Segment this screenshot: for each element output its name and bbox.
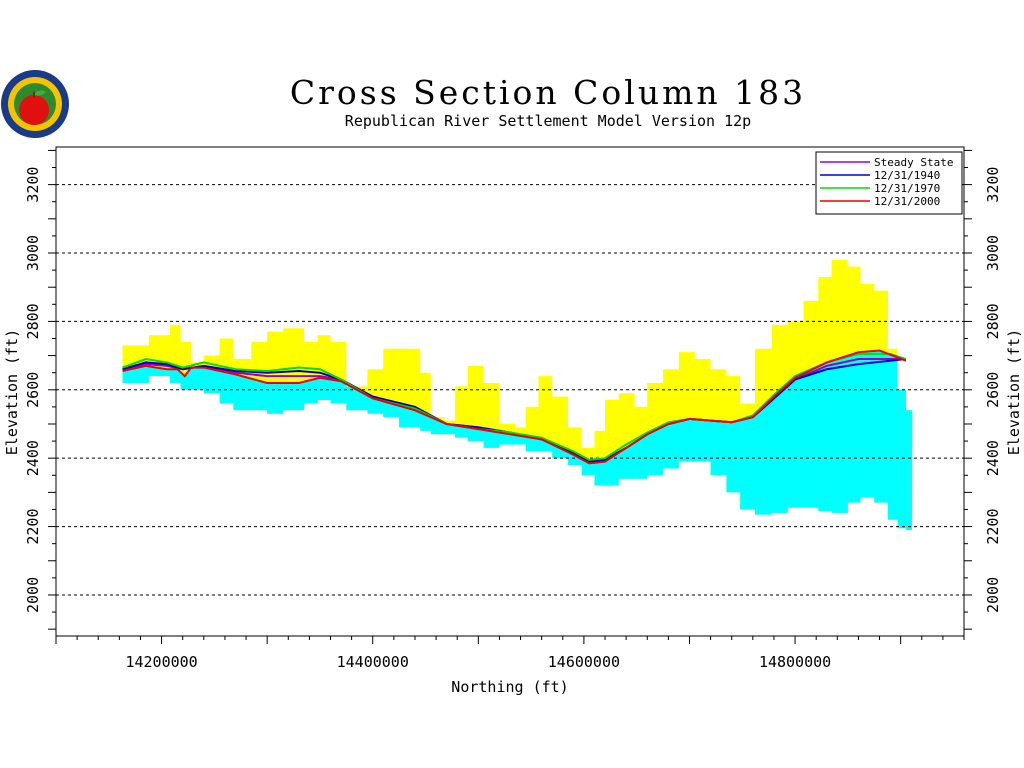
x-axis-label: Northing (ft) xyxy=(451,678,568,696)
y-tick-label-left: 2800 xyxy=(24,303,42,339)
y-tick-label-left: 2600 xyxy=(24,372,42,408)
commission-seal-logo xyxy=(1,70,69,138)
y-axis-label-left: Elevation (ft) xyxy=(3,329,21,455)
x-tick-label: 14600000 xyxy=(548,653,620,671)
chart-subtitle: Republican River Settlement Model Versio… xyxy=(345,112,751,130)
y-tick-label-right: 2600 xyxy=(984,372,1002,408)
y-tick-label-left: 3200 xyxy=(24,167,42,203)
y-tick-label-right: 2000 xyxy=(984,577,1002,613)
y-axis-label-right: Elevation (ft) xyxy=(1005,329,1023,455)
y-tick-label-right: 3200 xyxy=(984,167,1002,203)
legend-label: 12/31/1970 xyxy=(874,182,940,195)
legend-label: 12/31/1940 xyxy=(874,169,940,182)
series-line xyxy=(122,349,907,465)
y-tick-label-right: 2400 xyxy=(984,440,1002,476)
plot-frame xyxy=(55,146,965,637)
legend-label: Steady State xyxy=(874,156,953,169)
y-tick-label-right: 2200 xyxy=(984,509,1002,545)
axes: 14200000 14400000 14600000 14800000 2000 2000… xyxy=(24,149,1002,671)
legend-label: 12/31/2000 xyxy=(874,195,940,208)
x-tick-label: 14400000 xyxy=(337,653,409,671)
plot-area xyxy=(122,259,913,530)
series-line xyxy=(122,352,907,461)
y-tick-label-left: 3000 xyxy=(24,235,42,271)
y-tick-label-left: 2400 xyxy=(24,440,42,476)
x-tick-label: 14200000 xyxy=(125,653,197,671)
aquifer-layer xyxy=(122,350,913,530)
grid-lines xyxy=(56,184,964,596)
head-series-lines xyxy=(122,349,907,465)
y-tick-label-right: 3000 xyxy=(984,235,1002,271)
legend: Steady State12/31/194012/31/197012/31/20… xyxy=(815,151,963,215)
x-tick-label: 14800000 xyxy=(759,653,831,671)
chart-title: Cross Section Column 183 xyxy=(290,73,806,112)
y-tick-label-left: 2000 xyxy=(24,577,42,613)
y-tick-label-left: 2200 xyxy=(24,509,42,545)
y-tick-label-right: 2800 xyxy=(984,303,1002,339)
